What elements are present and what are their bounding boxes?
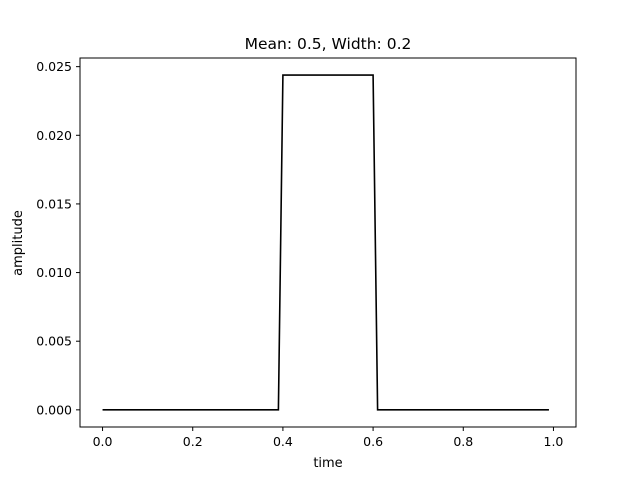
x-tick-label: 0.2 [183, 434, 203, 449]
plot-area [79, 57, 577, 428]
x-axis-label: time [313, 456, 342, 471]
y-axis: 0.000 0.005 0.010 0.015 0.020 0.025 [36, 59, 80, 417]
y-axis-label: amplitude [11, 210, 26, 276]
y-tick-label: 0.005 [36, 334, 72, 349]
y-tick-label: 0.000 [36, 402, 72, 417]
y-tick-label: 0.010 [36, 265, 72, 280]
y-tick-label: 0.020 [36, 128, 72, 143]
series-line [102, 74, 549, 411]
chart-title: Mean: 0.5, Width: 0.2 [245, 35, 412, 53]
x-tick-label: 0.4 [273, 434, 293, 449]
x-tick-label: 0.0 [93, 434, 113, 449]
series-layer [102, 74, 549, 411]
x-tick-label: 0.6 [363, 434, 383, 449]
x-tick-label: 1.0 [544, 434, 564, 449]
y-tick-label: 0.025 [36, 59, 72, 74]
x-tick-label: 0.8 [453, 434, 473, 449]
y-tick-label: 0.015 [36, 196, 72, 211]
x-axis: 0.0 0.2 0.4 0.6 0.8 1.0 [93, 427, 564, 449]
